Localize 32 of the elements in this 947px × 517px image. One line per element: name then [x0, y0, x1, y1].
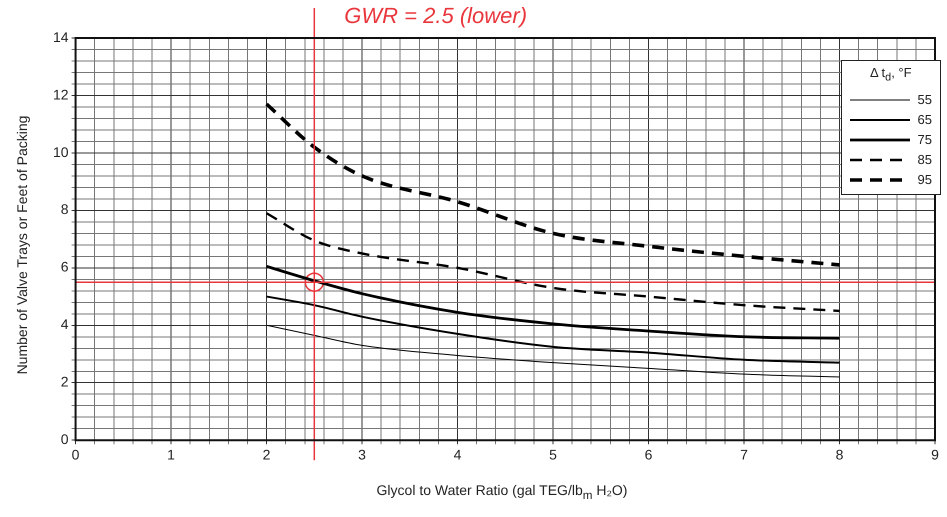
- line-series: [264, 102, 842, 267]
- y-tick-label: 0: [60, 431, 69, 448]
- legend-title: Δ t$_{d}$, °F: [868, 65, 913, 84]
- y-tick-label: 4: [60, 316, 69, 332]
- y-tick-label: 2: [60, 374, 69, 390]
- x-tick-label: 2: [262, 446, 271, 462]
- y-axis-title: Number of Valve Trays or Feet of Packing: [14, 116, 30, 374]
- x-tick-label: 0: [72, 446, 80, 462]
- x-tick-label: 8: [836, 446, 844, 462]
- line-series: [266, 296, 841, 364]
- x-tick-label: 1: [167, 446, 176, 462]
- line-series: [265, 212, 841, 312]
- line-series: [265, 264, 841, 340]
- legend-label: 75: [918, 132, 932, 148]
- y-tick-label: 6: [60, 258, 69, 275]
- x-tick-label: 7: [740, 446, 748, 462]
- legend-label: 95: [918, 172, 932, 188]
- x-tick-label: 3: [358, 446, 366, 462]
- x-tick-label: 9: [931, 446, 940, 462]
- line-series: [266, 324, 840, 378]
- legend-label: 65: [918, 112, 932, 128]
- x-axis-title: Glycol to Water Ratio (gal TEG/lb$_{m}$ H₂O): [376, 482, 628, 502]
- y-tick-label: 14: [52, 28, 69, 45]
- ref-line-label: GWR = 2.5 (lower): [344, 3, 528, 28]
- y-tick-label: 10: [52, 144, 69, 160]
- legend-label: 55: [918, 92, 932, 108]
- x-tick-label: 6: [644, 446, 653, 462]
- y-tick-label: 8: [60, 201, 69, 218]
- x-tick-label: 4: [454, 446, 462, 462]
- legend-label: 85: [918, 152, 932, 168]
- y-tick-label: 12: [52, 86, 69, 102]
- x-tick-label: 5: [549, 446, 558, 462]
